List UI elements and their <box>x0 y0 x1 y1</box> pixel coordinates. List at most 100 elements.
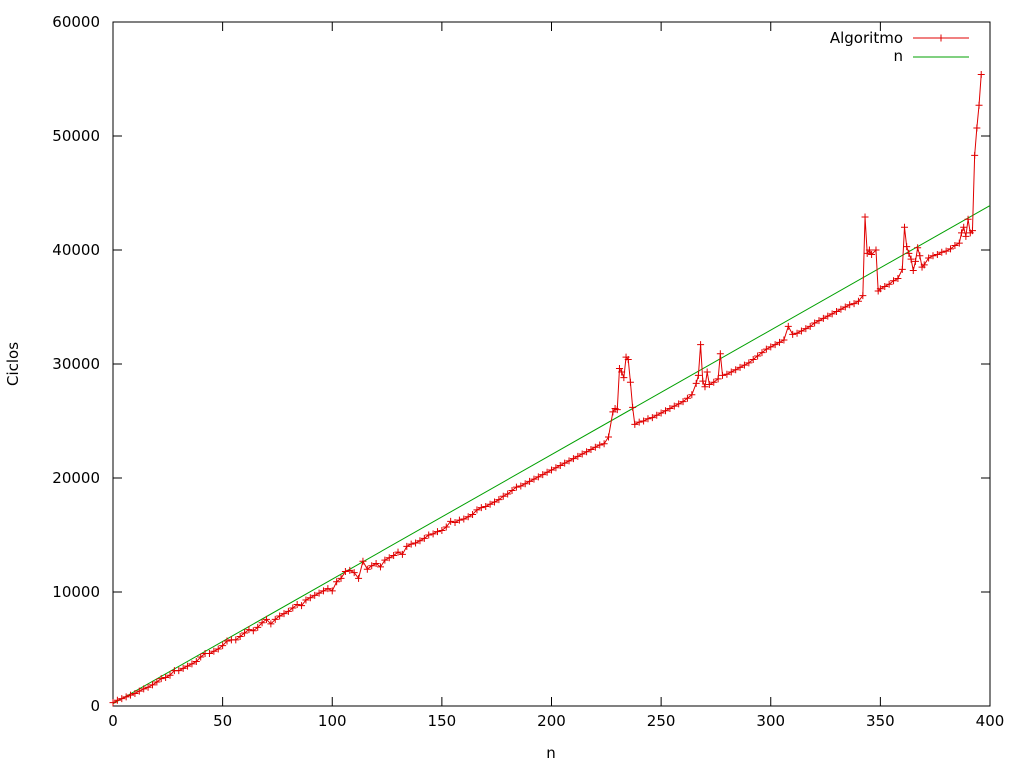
data-point <box>762 345 770 353</box>
data-point <box>433 528 441 536</box>
data-point <box>802 325 810 333</box>
data-point <box>605 433 613 441</box>
data-point <box>749 355 757 363</box>
data-point <box>613 406 621 414</box>
data-point <box>179 664 187 672</box>
data-point <box>670 402 678 410</box>
data-point <box>591 443 599 451</box>
data-point <box>464 513 472 521</box>
data-point <box>600 440 608 448</box>
data-point <box>885 280 893 288</box>
data-point <box>784 322 792 330</box>
data-point <box>249 627 257 635</box>
y-tick-label: 50000 <box>52 127 100 145</box>
legend: Algoritmo n <box>830 29 969 65</box>
data-point <box>694 371 702 379</box>
data-point <box>767 343 775 351</box>
y-tick-label: 40000 <box>52 241 100 259</box>
y-tick-label: 20000 <box>52 469 100 487</box>
data-point <box>451 518 459 526</box>
plot-border <box>112 21 991 707</box>
data-point <box>241 629 249 637</box>
data-point <box>697 341 705 349</box>
data-point <box>675 400 683 408</box>
x-tick-label: 0 <box>108 712 118 730</box>
data-point <box>140 685 148 693</box>
data-point <box>262 615 270 623</box>
x-tick-label: 100 <box>318 712 347 730</box>
data-point <box>881 282 889 290</box>
data-point <box>868 251 876 259</box>
data-point <box>390 552 398 560</box>
data-point <box>964 215 972 223</box>
legend-plus-marker <box>937 34 945 42</box>
data-point <box>184 662 192 670</box>
data-point <box>425 531 433 539</box>
data-point <box>298 602 306 610</box>
data-point <box>727 368 735 376</box>
data-point <box>490 498 498 506</box>
data-point <box>311 591 319 599</box>
data-point <box>236 632 244 640</box>
data-point <box>429 530 437 538</box>
data-point <box>442 523 450 531</box>
data-point <box>973 124 981 132</box>
data-point <box>793 329 801 337</box>
data-point <box>368 562 376 570</box>
data-point <box>971 151 979 159</box>
data-point <box>683 394 691 402</box>
data-point <box>135 687 143 695</box>
y-tick-label: 60000 <box>52 13 100 31</box>
data-point <box>962 232 970 240</box>
data-point <box>776 338 784 346</box>
data-point <box>534 473 542 481</box>
data-point <box>789 330 797 338</box>
data-point <box>578 450 586 458</box>
data-point <box>653 411 661 419</box>
data-point <box>736 363 744 371</box>
data-point <box>719 371 727 379</box>
data-point <box>900 223 908 231</box>
data-point <box>109 699 117 707</box>
data-point <box>942 247 950 255</box>
data-point <box>469 510 477 518</box>
data-point <box>552 464 560 472</box>
data-point <box>833 308 841 316</box>
data-point <box>876 285 884 293</box>
legend-label-n: n <box>893 47 903 65</box>
data-point <box>394 548 402 556</box>
x-tick-label: 300 <box>756 712 785 730</box>
data-point <box>460 515 468 523</box>
data-point <box>620 374 628 382</box>
data-point <box>526 477 534 485</box>
data-point <box>960 223 968 231</box>
data-point <box>710 378 718 386</box>
data-point <box>548 466 555 474</box>
data-point <box>175 667 183 675</box>
data-point <box>403 542 411 550</box>
data-point <box>754 352 762 360</box>
data-point <box>905 249 913 257</box>
data-point <box>219 642 227 650</box>
data-point <box>333 578 341 586</box>
y-tick-label: 10000 <box>52 583 100 601</box>
data-point <box>355 574 363 582</box>
data-point <box>245 626 253 634</box>
data-point <box>293 601 301 609</box>
data-point <box>271 615 279 623</box>
data-point <box>162 674 170 681</box>
data-point <box>381 556 389 564</box>
data-point <box>328 587 336 595</box>
data-point <box>865 246 873 254</box>
data-point <box>771 341 779 349</box>
data-point <box>903 243 911 251</box>
tick-labels: 0 50 100 150 200 250 300 350 400 0 10000 20000 30000… <box>52 13 1004 730</box>
data-point <box>679 398 687 406</box>
data-point <box>517 482 525 490</box>
data-point <box>148 681 156 689</box>
data-point <box>350 569 358 577</box>
data-point <box>723 370 731 378</box>
data-point <box>412 539 420 547</box>
data-point <box>302 596 310 604</box>
data-point <box>583 448 591 456</box>
